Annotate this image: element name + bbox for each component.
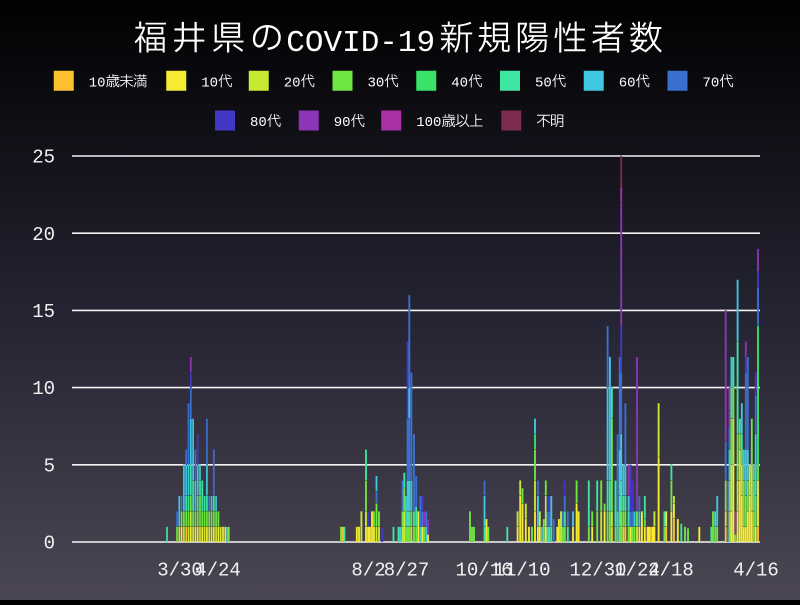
svg-text:40: 40 [451, 75, 468, 91]
svg-text:90: 90 [334, 115, 351, 131]
svg-text:20: 20 [32, 224, 55, 246]
svg-text:50: 50 [535, 75, 552, 91]
svg-text:100: 100 [416, 115, 441, 131]
svg-text:8/27: 8/27 [384, 560, 430, 582]
svg-text:11/10: 11/10 [493, 560, 550, 582]
svg-text:10: 10 [32, 378, 55, 400]
svg-text:5: 5 [44, 455, 55, 477]
svg-text:COVID-19: COVID-19 [286, 26, 435, 61]
svg-text:10: 10 [89, 75, 106, 91]
svg-text:4/24: 4/24 [195, 560, 241, 582]
svg-text:15: 15 [32, 301, 55, 323]
svg-text:30: 30 [368, 75, 385, 91]
svg-text:25: 25 [32, 147, 55, 169]
svg-text:3/30: 3/30 [157, 560, 203, 582]
svg-text:80: 80 [250, 115, 267, 131]
svg-text:60: 60 [619, 75, 636, 91]
svg-text:20: 20 [284, 75, 301, 91]
svg-text:4/16: 4/16 [733, 560, 779, 582]
svg-text:2/18: 2/18 [648, 560, 694, 582]
svg-text:8/2: 8/2 [351, 560, 385, 582]
svg-text:10: 10 [201, 75, 218, 91]
svg-text:12/30: 12/30 [569, 560, 626, 582]
svg-text:70: 70 [703, 75, 720, 91]
svg-text:1/24: 1/24 [614, 560, 660, 582]
svg-text:0: 0 [44, 533, 55, 555]
svg-text:10/16: 10/16 [455, 560, 512, 582]
